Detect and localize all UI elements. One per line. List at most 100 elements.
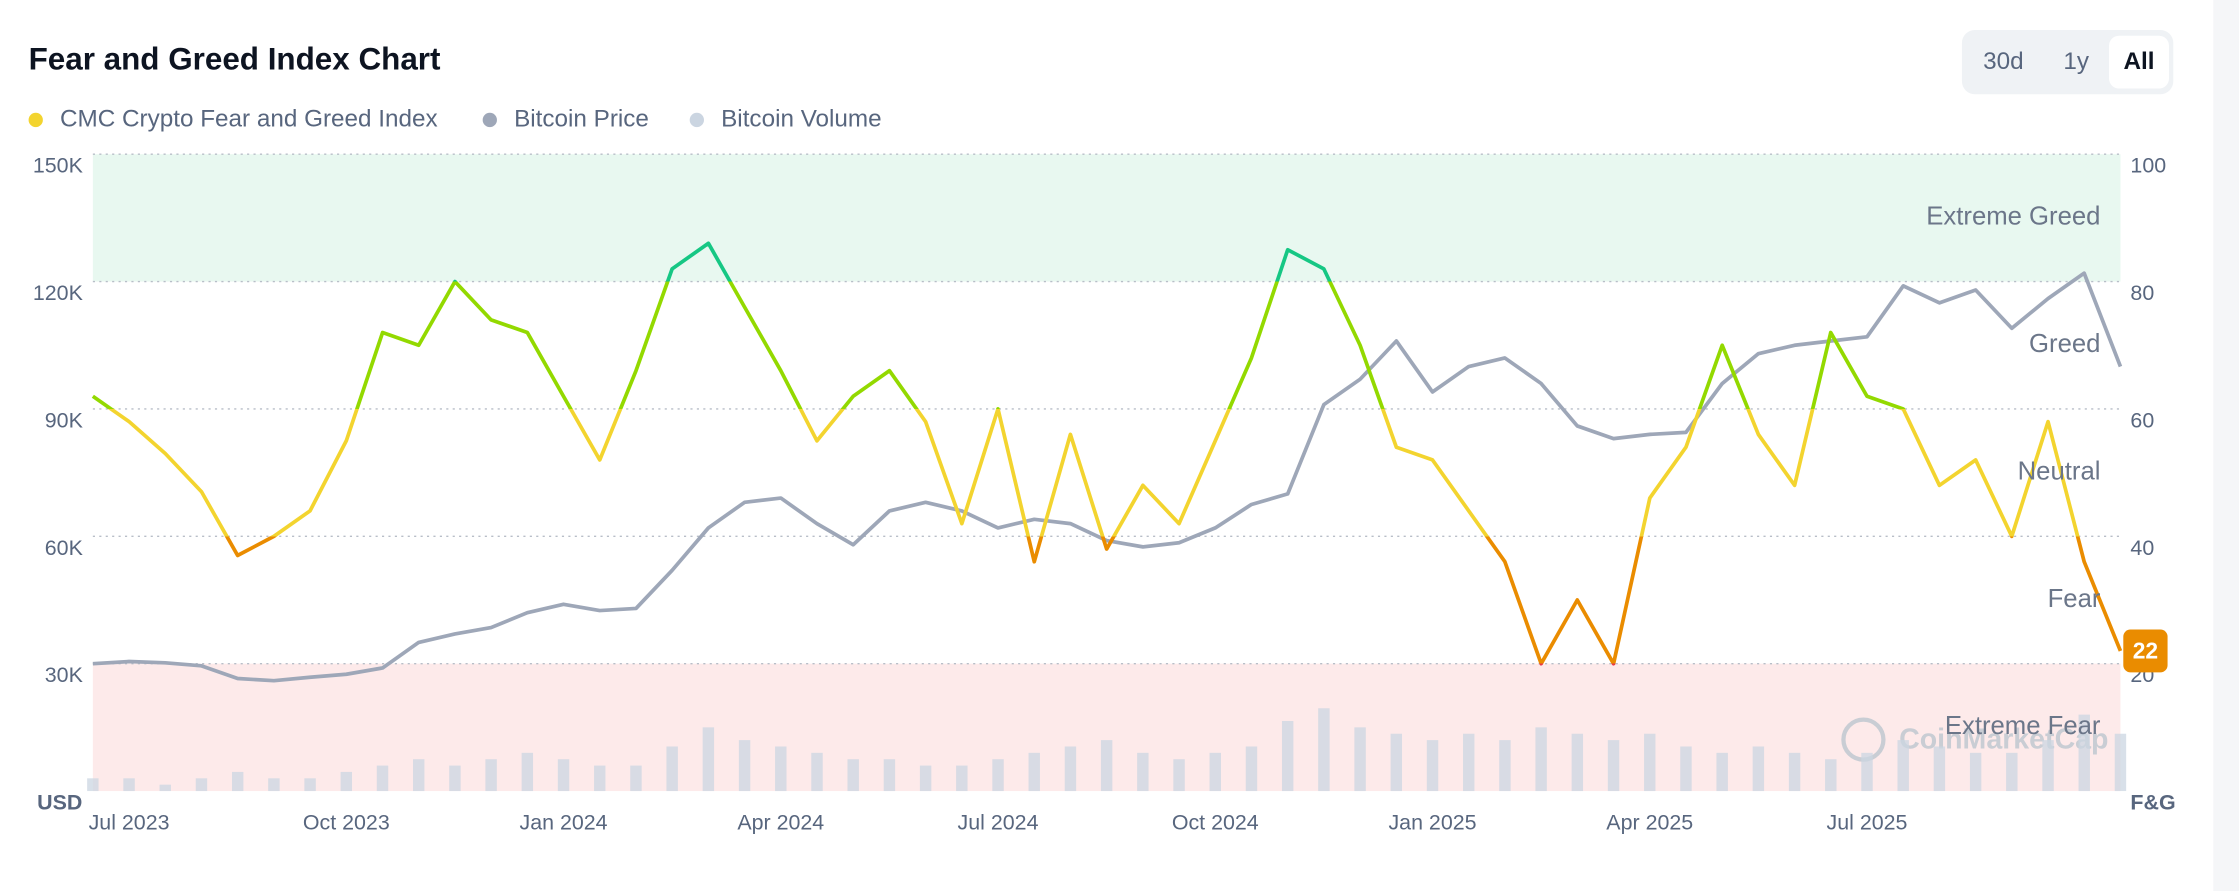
volume-bar <box>1752 746 1765 792</box>
current-value-label: 22 <box>2133 637 2158 663</box>
y2-tick-label: 80 <box>2130 281 2154 305</box>
y-unit: USD <box>37 791 82 815</box>
y-tick-label: 120K <box>33 281 84 305</box>
x-tick-label: Jul 2025 <box>1827 811 1908 835</box>
volume-bar <box>521 752 534 792</box>
legend-marker <box>482 112 497 128</box>
volume-bar <box>2042 740 2054 792</box>
fear-greed-line <box>91 241 2123 666</box>
volume-bar <box>1825 759 1837 792</box>
volume-bar <box>1318 708 1330 792</box>
volume-bar <box>1897 740 1909 792</box>
volume-bar <box>376 765 389 792</box>
zone-label: Extreme Fear <box>1945 712 2101 740</box>
volume-bar <box>1463 733 1475 792</box>
y-tick-label: 60K <box>45 536 84 560</box>
volume-bar <box>1716 752 1728 792</box>
volume-bar <box>1390 733 1403 792</box>
volume-bar <box>956 765 968 792</box>
volume-bar <box>449 765 461 792</box>
current-value-badge <box>2123 629 2168 673</box>
zone-label: Greed <box>2029 330 2100 358</box>
volume-bar <box>1137 752 1149 792</box>
x-tick-label: Jul 2023 <box>89 811 170 835</box>
volume-bar <box>919 765 932 792</box>
x-tick-label: Jan 2024 <box>519 811 607 835</box>
x-tick-label: Apr 2024 <box>737 811 824 835</box>
volume-bar <box>702 727 715 792</box>
x-tick-label: Jul 2024 <box>958 811 1039 835</box>
y2-unit: F&G <box>2130 791 2175 815</box>
chart-title: Fear and Greed Index Chart <box>29 42 441 77</box>
volume-bar <box>847 759 859 792</box>
range-button[interactable]: 1y <box>2063 48 2089 75</box>
volume-bar <box>123 778 135 792</box>
volume-bar <box>1644 733 1656 792</box>
volume-bar <box>1426 740 1439 792</box>
legend-marker <box>28 112 43 128</box>
y2-tick-label: 100 <box>2130 154 2166 178</box>
y-tick-label: 90K <box>45 408 84 432</box>
volume-bar <box>992 759 1004 792</box>
legend-label: Bitcoin Volume <box>721 105 882 132</box>
scrollbar-strip <box>2213 0 2239 891</box>
y-tick-label: 150K <box>33 154 84 178</box>
volume-bar <box>2006 752 2018 792</box>
zone-label: Extreme Greed <box>1926 203 2100 231</box>
volume-bar <box>1788 752 1801 792</box>
volume-bar <box>666 746 678 792</box>
volume-bar <box>340 771 353 792</box>
volume-bar <box>1245 746 1258 792</box>
volume-bar <box>1064 746 1077 792</box>
volume-bar <box>594 765 606 792</box>
legend-label: Bitcoin Price <box>514 105 649 132</box>
volume-bar <box>1173 759 1185 792</box>
volume-bar <box>87 778 99 792</box>
x-tick-label: Apr 2025 <box>1606 811 1693 835</box>
volume-bar <box>1281 720 1294 792</box>
zone-band <box>92 154 2121 282</box>
range-button[interactable]: 30d <box>1983 48 2024 75</box>
legend-marker <box>689 112 704 128</box>
volume-bar <box>1028 752 1040 792</box>
x-tick-label: Jan 2025 <box>1388 811 1476 835</box>
range-button-bg <box>2109 35 2169 89</box>
zone-label: Fear <box>2048 585 2101 613</box>
x-tick-label: Oct 2024 <box>1172 811 1259 835</box>
volume-bar <box>1861 752 1873 792</box>
volume-bar <box>738 740 751 792</box>
volume-bar <box>1607 740 1620 792</box>
volume-bar <box>775 746 787 792</box>
volume-bar <box>557 759 570 792</box>
x-tick-label: Oct 2023 <box>303 811 390 835</box>
volume-bar <box>1209 752 1221 792</box>
price-line <box>92 271 2123 683</box>
volume-bar <box>2114 733 2127 792</box>
volume-bar <box>883 759 896 792</box>
y-tick-label: 30K <box>45 663 84 687</box>
legend-label: CMC Crypto Fear and Greed Index <box>60 105 438 132</box>
zone-label: Neutral <box>2018 457 2101 485</box>
volume-bar <box>1571 733 1584 792</box>
volume-bar <box>811 752 823 792</box>
volume-bar <box>1969 752 1982 792</box>
volume-bar <box>1680 746 1692 792</box>
y2-tick-label: 60 <box>2130 408 2154 432</box>
volume-bar <box>1535 727 1547 792</box>
volume-bar <box>1933 746 1946 792</box>
volume-bar <box>195 778 208 792</box>
volume-bar <box>1100 740 1113 792</box>
volume-bar <box>630 765 642 792</box>
y2-tick-label: 40 <box>2130 536 2154 560</box>
volume-bar <box>304 778 316 792</box>
volume-bar <box>2078 714 2090 792</box>
volume-bar <box>413 759 425 792</box>
volume-bar <box>1499 740 1511 792</box>
volume-bar <box>231 771 244 792</box>
volume-bar <box>268 778 280 792</box>
volume-bar <box>159 784 171 792</box>
volume-bar <box>1354 727 1366 792</box>
range-button[interactable]: All <box>2124 48 2155 75</box>
